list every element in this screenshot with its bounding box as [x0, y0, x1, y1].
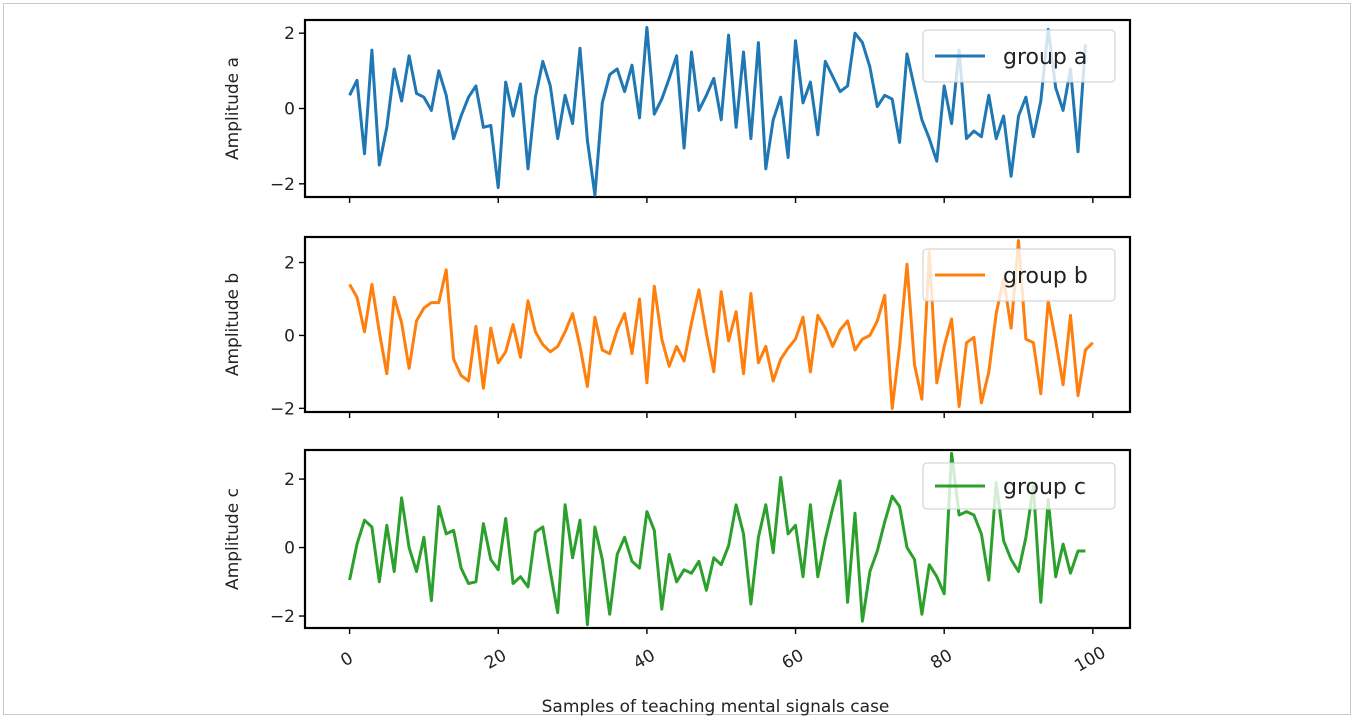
legend-label: group b [1003, 264, 1088, 289]
y-tick-label: 2 [284, 24, 295, 44]
panel-3-axes [303, 448, 1132, 630]
y-tick-label: 2 [284, 470, 295, 490]
x-tick-label: 20 [481, 646, 510, 674]
y-tick-label: −2 [270, 607, 295, 627]
x-tick-label: 40 [630, 646, 659, 674]
y-axis-label: Amplitude a [223, 57, 243, 160]
legend-box [922, 248, 1116, 302]
legend-label: group a [1003, 45, 1087, 70]
x-tick-label: 100 [1071, 643, 1109, 677]
legend-label: group c [1003, 475, 1086, 500]
series-line-group-c [348, 451, 1086, 627]
y-tick-label: −2 [270, 399, 295, 419]
y-axis-label: Amplitude c [223, 488, 243, 590]
legend-box [922, 462, 1116, 510]
x-tick-label: 60 [779, 646, 808, 674]
y-axis-label: Amplitude b [223, 273, 243, 376]
legend-box [922, 29, 1116, 83]
x-axis-label: Samples of teaching mental signals case [542, 697, 890, 717]
panel-2-axes [303, 235, 1132, 414]
series-line-group-a [348, 26, 1087, 197]
y-tick-label: −2 [270, 175, 295, 195]
y-tick-label: 0 [284, 100, 295, 120]
x-tick-label: 80 [927, 646, 956, 674]
y-tick-label: 0 [284, 539, 295, 559]
y-tick-label: 0 [284, 326, 295, 346]
figure-frame [3, 3, 1351, 715]
x-tick-label: 0 [337, 648, 356, 671]
y-tick-label: 2 [284, 254, 295, 274]
series-line-group-b [348, 239, 1094, 410]
